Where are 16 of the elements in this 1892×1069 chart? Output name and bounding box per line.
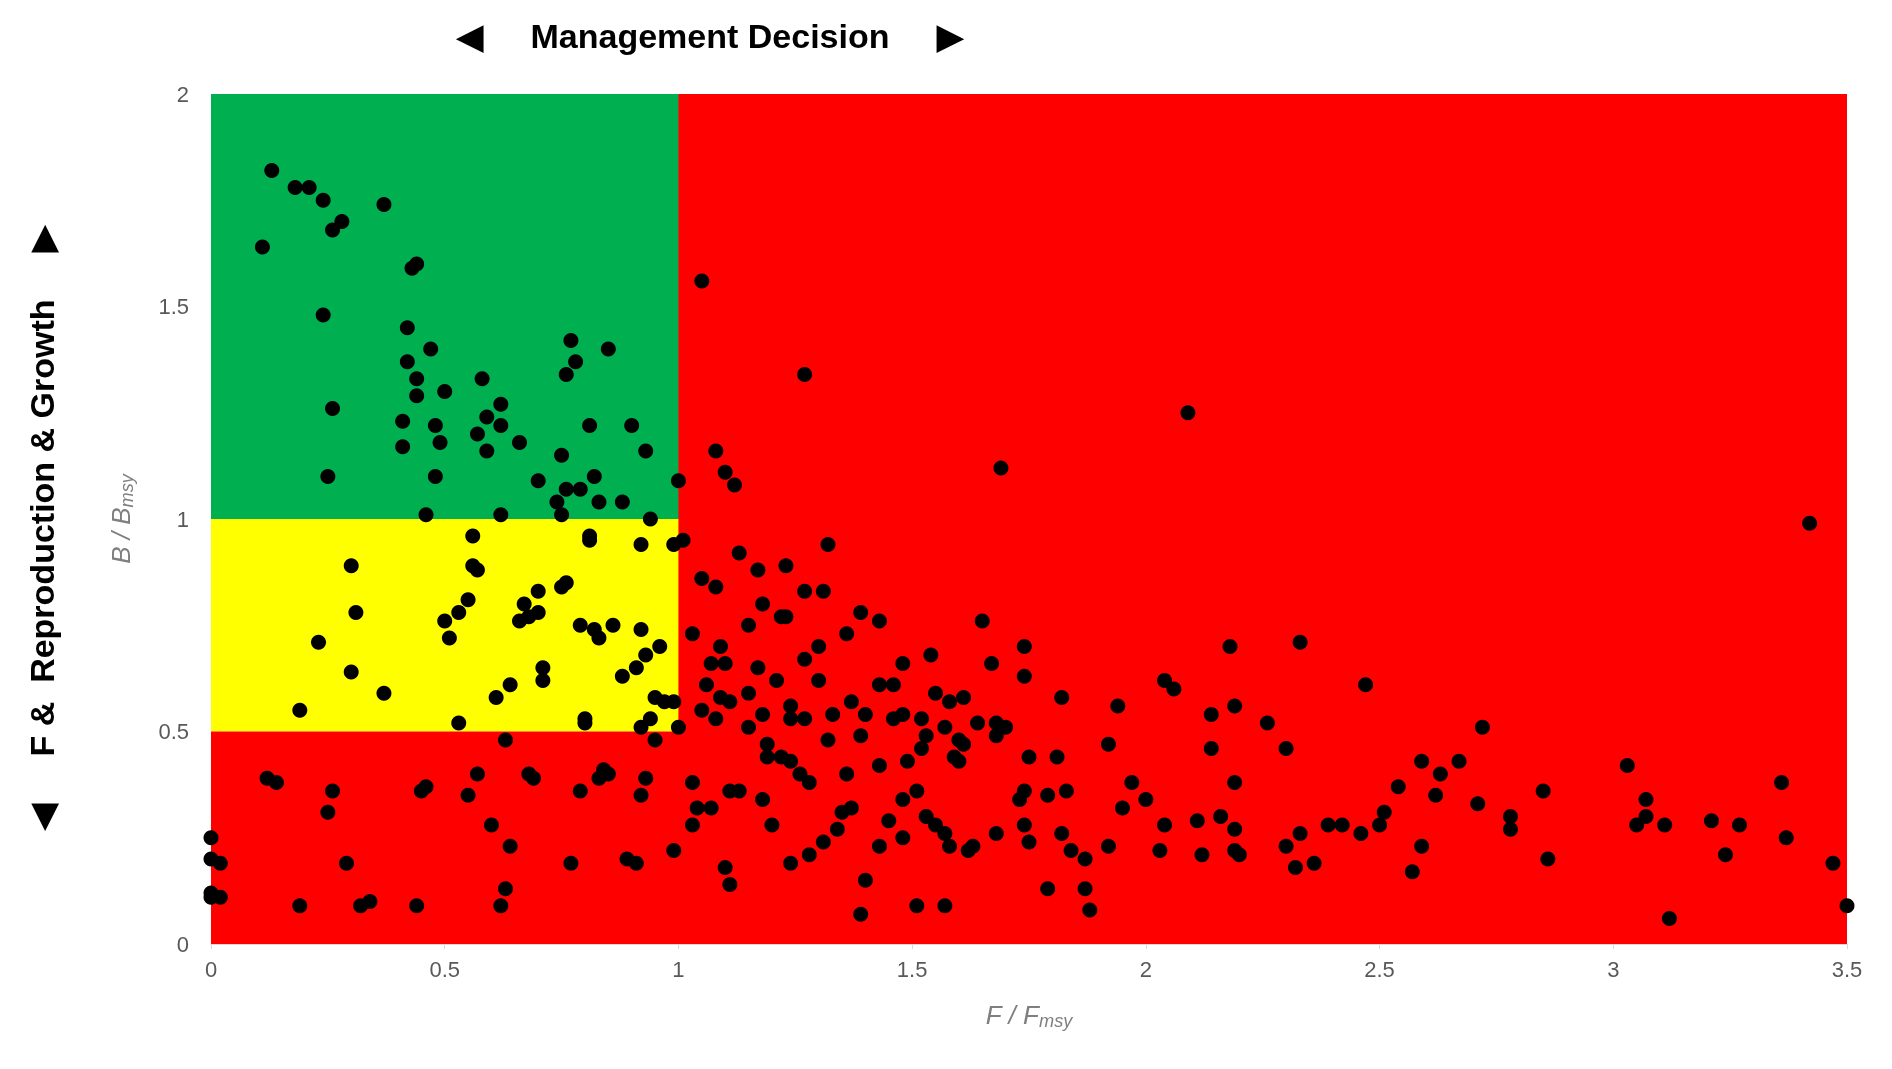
x-tick-label: 2.5 — [1364, 956, 1395, 982]
text: ◀ F & Reproduction & Growth ▶ — [23, 224, 61, 832]
x-tick-label: 1.5 — [896, 956, 928, 982]
x-tick-label: 3.5 — [1831, 956, 1863, 982]
y-axis-title: B / Bmsy — [105, 472, 137, 564]
x-tick-label: 3 — [1607, 956, 1620, 982]
x-tick-label: 2 — [1139, 956, 1152, 982]
y-tick-label: 1 — [176, 506, 189, 532]
x-tick-label: 1 — [672, 956, 685, 982]
y-tick-label: 2 — [176, 81, 189, 107]
y-tick-label: 0 — [176, 931, 189, 957]
y-tick-label: 0.5 — [158, 719, 189, 744]
x-tick-label: 0.5 — [429, 956, 461, 982]
y-tick-label: 1.5 — [158, 294, 189, 319]
text: ◀ Management Decision ▶ — [455, 17, 965, 55]
x-tick-label: 0 — [204, 956, 218, 982]
